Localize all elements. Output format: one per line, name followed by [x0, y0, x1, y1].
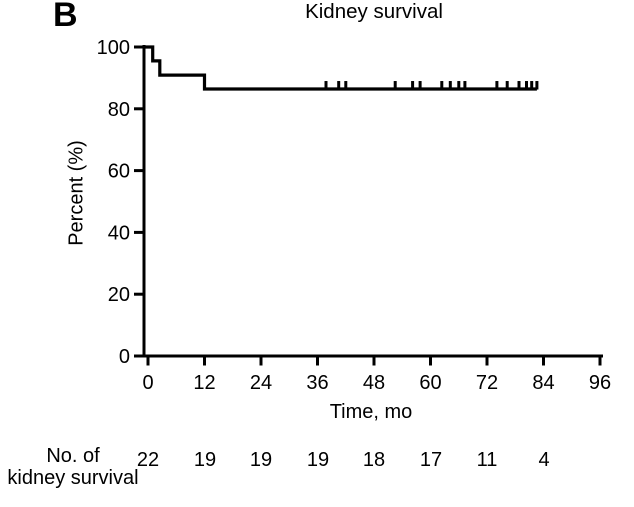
panel-label: B	[53, 0, 78, 34]
risk-count: 19	[193, 449, 217, 471]
risk-count: 19	[306, 449, 330, 471]
risk-count: 4	[538, 449, 550, 471]
risk-count: 11	[476, 449, 498, 471]
y-axis-tick-label: 60	[108, 161, 130, 183]
x-axis-tick-label: 48	[363, 372, 385, 394]
x-axis-tick-label: 0	[142, 372, 153, 394]
risk-count: 18	[362, 449, 386, 471]
risk-count: 17	[419, 449, 443, 471]
x-axis-tick-label: 12	[193, 372, 215, 394]
x-axis-tick-label: 36	[306, 372, 328, 394]
x-axis-tick-label: 72	[476, 372, 498, 394]
y-axis-tick-label: 40	[108, 222, 130, 244]
y-axis-tick-label: 100	[97, 37, 130, 59]
y-axis-tick-label: 20	[108, 284, 130, 306]
x-axis-tick-label: 84	[532, 372, 554, 394]
risk-count: 22	[136, 449, 160, 471]
x-axis-tick-label: 96	[589, 372, 611, 394]
at-risk-label-line1: No. of	[46, 445, 100, 467]
x-axis-tick-label: 24	[250, 372, 272, 394]
risk-count: 19	[249, 449, 273, 471]
chart-title: Kidney survival	[305, 0, 443, 23]
survival-curve	[144, 45, 537, 91]
y-axis-tick-label: 0	[119, 346, 130, 368]
at-risk-label-line2: kidney survival	[7, 466, 139, 489]
at-risk-label: No. of kidney survival	[0, 445, 146, 489]
x-axis-title: Time, mo	[329, 401, 413, 423]
y-axis-tick-label: 80	[108, 99, 130, 121]
x-axis-tick-label: 60	[419, 372, 441, 394]
